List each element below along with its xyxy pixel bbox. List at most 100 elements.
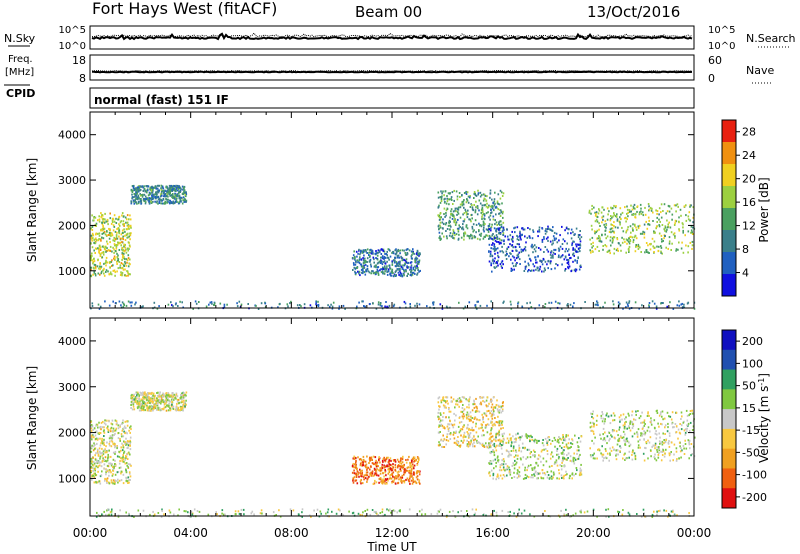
echo-cell — [111, 232, 113, 235]
echo-cell — [659, 220, 661, 223]
echo-cell — [594, 248, 597, 251]
echo-cell — [101, 223, 104, 226]
echo-cell — [164, 400, 167, 403]
echo-cell — [403, 300, 406, 303]
echo-cell — [129, 444, 131, 447]
echo-cell — [99, 255, 102, 257]
echo-cell — [516, 457, 519, 460]
echo-cell — [172, 395, 174, 398]
colorbar-tick-label: 24 — [742, 149, 756, 162]
echo-cell — [139, 406, 141, 409]
echo-cell — [388, 461, 390, 463]
echo-cell — [103, 227, 106, 230]
echo-cell — [501, 250, 503, 253]
colorbar-tick-label: 4 — [742, 267, 749, 280]
echo-cell — [675, 210, 677, 213]
echo-cell — [660, 302, 663, 304]
echo-cell — [136, 190, 138, 193]
echo-cell — [498, 420, 501, 423]
echo-cell — [471, 417, 474, 419]
echo-cell — [373, 265, 376, 268]
echo-cell — [373, 473, 376, 476]
echo-cell — [656, 216, 658, 219]
echo-cell — [394, 469, 396, 471]
echo-cell — [146, 401, 149, 404]
echo-cell — [126, 224, 129, 227]
echo-cell — [635, 226, 637, 229]
echo-cell — [375, 459, 377, 462]
echo-cell — [462, 223, 464, 226]
echo-cell — [112, 269, 115, 272]
echo-cell — [115, 235, 118, 238]
echo-cell — [150, 408, 153, 411]
echo-cell — [500, 445, 502, 448]
echo-cell — [109, 455, 112, 458]
echo-cell — [445, 212, 447, 214]
echo-cell — [363, 266, 366, 269]
echo-cell — [640, 212, 643, 215]
echo-cell — [635, 228, 638, 231]
echo-cell — [99, 262, 101, 265]
echo-cell — [366, 480, 368, 483]
echo-cell — [687, 245, 690, 248]
echo-cell — [518, 471, 521, 474]
echo-cell — [404, 470, 406, 473]
echo-cell — [120, 271, 122, 274]
echo-cell — [125, 274, 128, 277]
colorbar-segment — [722, 208, 736, 231]
echo-cell — [160, 409, 162, 412]
echo-cell — [111, 219, 114, 222]
echo-cell — [542, 472, 544, 475]
echo-cell — [505, 250, 508, 253]
echo-cell — [488, 243, 491, 246]
echo-cell — [107, 428, 109, 431]
echo-cell — [209, 301, 212, 304]
echo-cell — [403, 268, 405, 271]
echo-cell — [460, 421, 463, 423]
echo-cell — [468, 301, 471, 304]
echo-cell — [446, 228, 449, 230]
echo-cell — [109, 217, 112, 220]
echo-cell — [548, 301, 550, 304]
echo-cell — [146, 406, 149, 409]
echo-cell — [464, 435, 467, 438]
echo-cell — [477, 207, 479, 210]
echo-cell — [488, 250, 490, 253]
echo-cell — [108, 444, 111, 447]
echo-cell — [90, 255, 92, 258]
echo-cell — [453, 199, 455, 202]
echo-cell — [141, 185, 144, 188]
echo-cell — [102, 453, 105, 456]
echo-cell — [131, 399, 134, 402]
echo-cell — [455, 399, 458, 402]
echo-cell — [509, 471, 512, 474]
echo-cell — [409, 461, 411, 464]
echo-cell — [122, 223, 124, 226]
echo-cell — [112, 479, 115, 482]
echo-cell — [124, 441, 126, 444]
echo-cell — [102, 450, 105, 453]
echo-cell — [118, 224, 121, 227]
echo-cell — [609, 228, 612, 231]
echo-cell — [541, 263, 544, 266]
echo-cell — [93, 267, 95, 270]
echo-cell — [556, 464, 559, 467]
echo-cell — [611, 241, 614, 244]
echo-cell — [589, 249, 591, 252]
echo-cell — [93, 436, 95, 439]
echo-cell — [516, 469, 519, 472]
echo-cell — [366, 257, 369, 260]
echo-cell — [160, 398, 163, 401]
echo-cell — [457, 206, 460, 209]
echo-cell — [554, 461, 556, 464]
echo-cell — [109, 272, 112, 275]
echo-cell — [157, 399, 160, 402]
echo-cell — [644, 213, 647, 216]
echo-cell — [497, 193, 500, 196]
echo-cell — [544, 473, 547, 476]
echo-cell — [351, 465, 354, 468]
echo-cell — [678, 304, 681, 307]
echo-cell — [332, 301, 335, 304]
echo-cell — [655, 225, 658, 228]
echo-cell — [489, 218, 491, 221]
